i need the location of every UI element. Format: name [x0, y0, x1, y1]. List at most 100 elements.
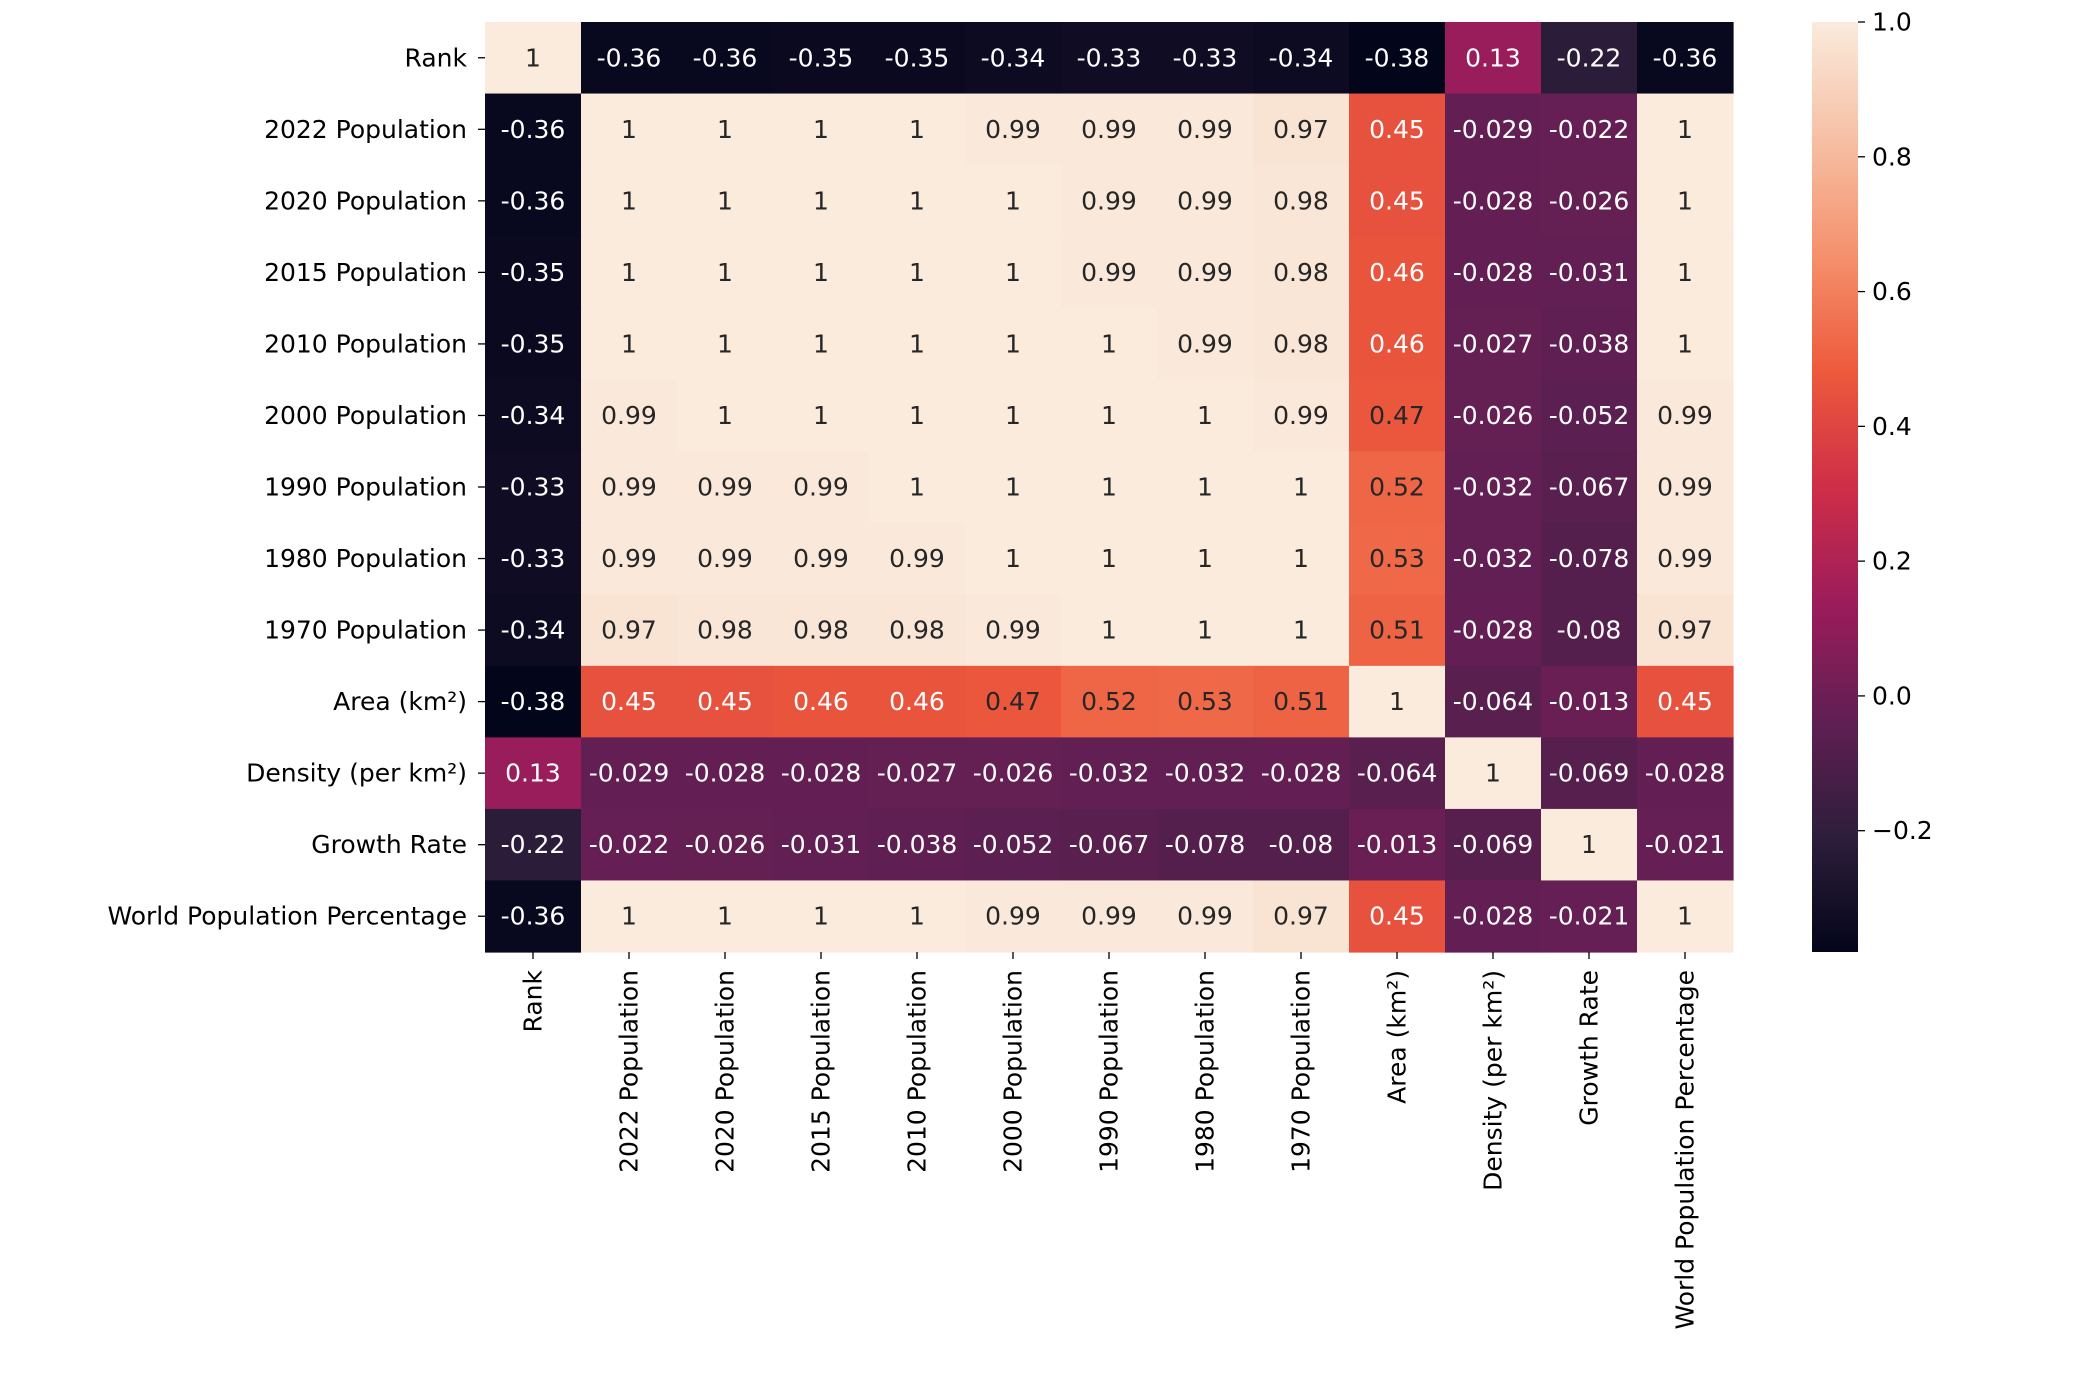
heatmap-cell [1637, 379, 1734, 452]
cell-value-label: 0.99 [985, 616, 1041, 645]
cell-value-label: 1 [1293, 473, 1309, 502]
heatmap-cell [965, 665, 1062, 738]
heatmap-cell [1445, 522, 1542, 595]
cell-value-label: -0.33 [1077, 43, 1142, 72]
cell-value-label: -0.069 [1549, 759, 1630, 788]
heatmap-cell [1157, 451, 1254, 524]
cell-value-label: -0.031 [1549, 258, 1630, 287]
cell-value-label: 0.98 [697, 616, 753, 645]
cell-value-label: 0.99 [1177, 258, 1233, 287]
heatmap-cell [581, 737, 678, 810]
colorbar-tick-label: 0.2 [1872, 547, 1912, 576]
heatmap-cell [1253, 236, 1350, 309]
heatmap-cell [1061, 808, 1158, 882]
colorbar-tick-label: 1.0 [1872, 8, 1912, 37]
heatmap-cell [1253, 808, 1350, 882]
heatmap-cell [677, 808, 774, 882]
cell-value-label: -0.35 [501, 329, 566, 358]
cell-value-label: -0.028 [1453, 258, 1534, 287]
heatmap-cell [677, 22, 774, 95]
cell-value-label: 1 [1677, 902, 1693, 931]
cell-value-label: 1 [621, 258, 637, 287]
cell-value-label: -0.36 [501, 115, 566, 144]
cell-value-label: -0.032 [1165, 759, 1246, 788]
heatmap-cell [1541, 308, 1638, 381]
heatmap-cell [581, 93, 678, 166]
cell-value-label: 1 [1005, 473, 1021, 502]
heatmap-cell [1061, 308, 1158, 381]
cell-value-label: -0.33 [1173, 43, 1238, 72]
heatmap-cell [773, 93, 870, 166]
heatmap-cell [1157, 594, 1254, 667]
cell-value-label: 0.46 [889, 687, 945, 716]
cell-value-label: 0.45 [1369, 115, 1425, 144]
cell-value-label: 1 [1005, 544, 1021, 573]
heatmap-cell [773, 236, 870, 309]
x-tick-label: Area (km²) [1383, 970, 1412, 1104]
cell-value-label: -0.032 [1453, 473, 1534, 502]
cell-value-label: -0.067 [1069, 830, 1150, 859]
cell-value-label: -0.08 [1269, 830, 1334, 859]
heatmap-cell [869, 665, 966, 738]
cell-value-label: -0.36 [501, 902, 566, 931]
colorbar: 1.0 0.8 0.6 0.4 0.2 0.0 −0.2 [1812, 8, 1933, 952]
cell-value-label: -0.031 [781, 830, 862, 859]
cell-value-label: -0.36 [501, 186, 566, 215]
heatmap-cell [1349, 22, 1446, 95]
cell-value-label: 0.99 [1177, 329, 1233, 358]
cell-value-label: -0.067 [1549, 473, 1630, 502]
cell-value-label: 0.98 [1273, 258, 1329, 287]
cell-value-label: 1 [1101, 616, 1117, 645]
heatmap-cell [1349, 379, 1446, 452]
cell-value-label: -0.028 [781, 759, 862, 788]
heatmap-cell [485, 880, 582, 953]
heatmap-cell [1157, 22, 1254, 95]
heatmap-cell [1349, 165, 1446, 238]
cell-value-label: 0.52 [1081, 687, 1137, 716]
cell-value-label: 0.99 [793, 544, 849, 573]
heatmap-cell [965, 808, 1062, 882]
heatmap-cell [1541, 236, 1638, 309]
heatmap-cell [869, 379, 966, 452]
cell-value-label: 1 [813, 186, 829, 215]
heatmap-cell [1349, 594, 1446, 667]
heatmap-cell [1637, 451, 1734, 524]
heatmap-cell [1157, 308, 1254, 381]
cell-value-label: 0.99 [1657, 473, 1713, 502]
cell-value-label: 1 [1197, 401, 1213, 430]
cell-value-label: 1 [909, 186, 925, 215]
colorbar-tick-label: 0.8 [1872, 142, 1912, 171]
heatmap-cell [1541, 880, 1638, 953]
cell-value-label: -0.34 [501, 616, 566, 645]
heatmap-cell [581, 379, 678, 452]
heatmap-cell [1253, 165, 1350, 238]
heatmap-cell [581, 808, 678, 882]
y-tick-label: 2010 Population [264, 329, 467, 358]
heatmap-cell [1253, 451, 1350, 524]
heatmap-cell [1061, 451, 1158, 524]
cell-value-label: 0.97 [1657, 616, 1713, 645]
heatmap-cell [869, 22, 966, 95]
heatmap-cell [965, 737, 1062, 810]
heatmap-cell [1349, 880, 1446, 953]
y-tick-label: 2020 Population [264, 186, 467, 215]
heatmap-cell [773, 665, 870, 738]
heatmap-cell [869, 594, 966, 667]
cell-value-label: 1 [1101, 473, 1117, 502]
cell-value-label: 1 [909, 115, 925, 144]
cell-value-label: 1 [1005, 258, 1021, 287]
heatmap-cell [1445, 451, 1542, 524]
heatmap-cell [1157, 880, 1254, 953]
heatmap-cell [1253, 880, 1350, 953]
cell-value-label: 1 [621, 902, 637, 931]
cell-value-label: 1 [813, 258, 829, 287]
heatmap-cell [869, 93, 966, 166]
heatmap-cell [1445, 808, 1542, 882]
heatmap-cell [485, 93, 582, 166]
cell-value-label: -0.36 [1653, 43, 1718, 72]
heatmap-cell [773, 808, 870, 882]
x-tick-label: Density (per km²) [1479, 970, 1508, 1191]
cell-value-label: 1 [1101, 544, 1117, 573]
cell-value-label: 1 [1197, 473, 1213, 502]
x-tick-label: 1980 Population [1191, 970, 1220, 1173]
